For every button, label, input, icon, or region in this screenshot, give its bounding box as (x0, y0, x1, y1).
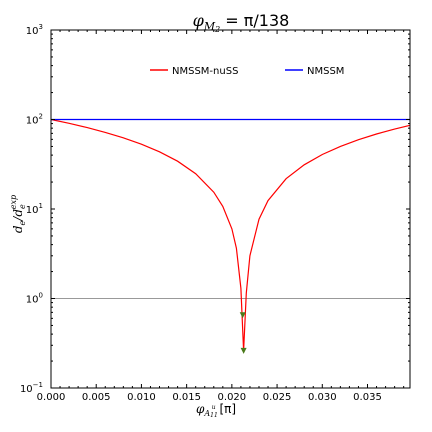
xlabel-rest: [π] (216, 402, 236, 416)
ylabel-a: d (11, 225, 25, 233)
title-rest: = π/138 (220, 11, 289, 30)
y-tick-label: 101 (26, 202, 43, 216)
series-layer (50, 118, 411, 351)
x-tick-label: 0.015 (172, 392, 201, 403)
xlabel-sup: u (212, 404, 216, 411)
x-tick-label: 0.025 (263, 392, 292, 403)
y-tick-label: 103 (26, 23, 43, 37)
x-tick-label: 0.035 (353, 392, 382, 403)
marker-2 (240, 347, 247, 354)
x-axis-title: φA11u [π] (196, 402, 236, 419)
marker-1 (239, 312, 246, 319)
y-tick-label: 100 (26, 292, 43, 306)
x-tick-label: 0.020 (218, 392, 247, 403)
legend-label: NMSSM (307, 66, 344, 77)
ylabel-slash: /d (11, 209, 25, 222)
marker-layer (239, 312, 247, 354)
legend: NMSSM-nuSS NMSSM (150, 66, 344, 77)
ylabel-b-sub: e (18, 204, 27, 209)
title-main: φ (193, 11, 205, 30)
y-axis-title: de/deexp (9, 195, 27, 233)
x-tick-label: 0.030 (308, 392, 337, 403)
y-tick-label: 10−1 (20, 381, 43, 395)
axis-layer: 0.000 0.005 0.010 0.015 0.020 0.025 0.030 0.035… (20, 23, 411, 403)
ylabel-b-sup: exp (9, 195, 18, 209)
series-line-nmssm-nuss (50, 118, 411, 351)
xlabel-main: φ (196, 402, 205, 416)
x-tick-label: 0.010 (127, 392, 156, 403)
x-tick-label: 0.005 (82, 392, 111, 403)
xlabel-subsub: 11 (210, 412, 218, 419)
legend-label: NMSSM-nuSS (172, 66, 238, 77)
x-tick-label: 0.000 (37, 392, 66, 403)
xlabel-sub: A (203, 409, 210, 418)
y-tick-label: 102 (26, 113, 43, 127)
ylabel-a-sub: e (18, 220, 27, 225)
plot-frame (50, 29, 411, 389)
